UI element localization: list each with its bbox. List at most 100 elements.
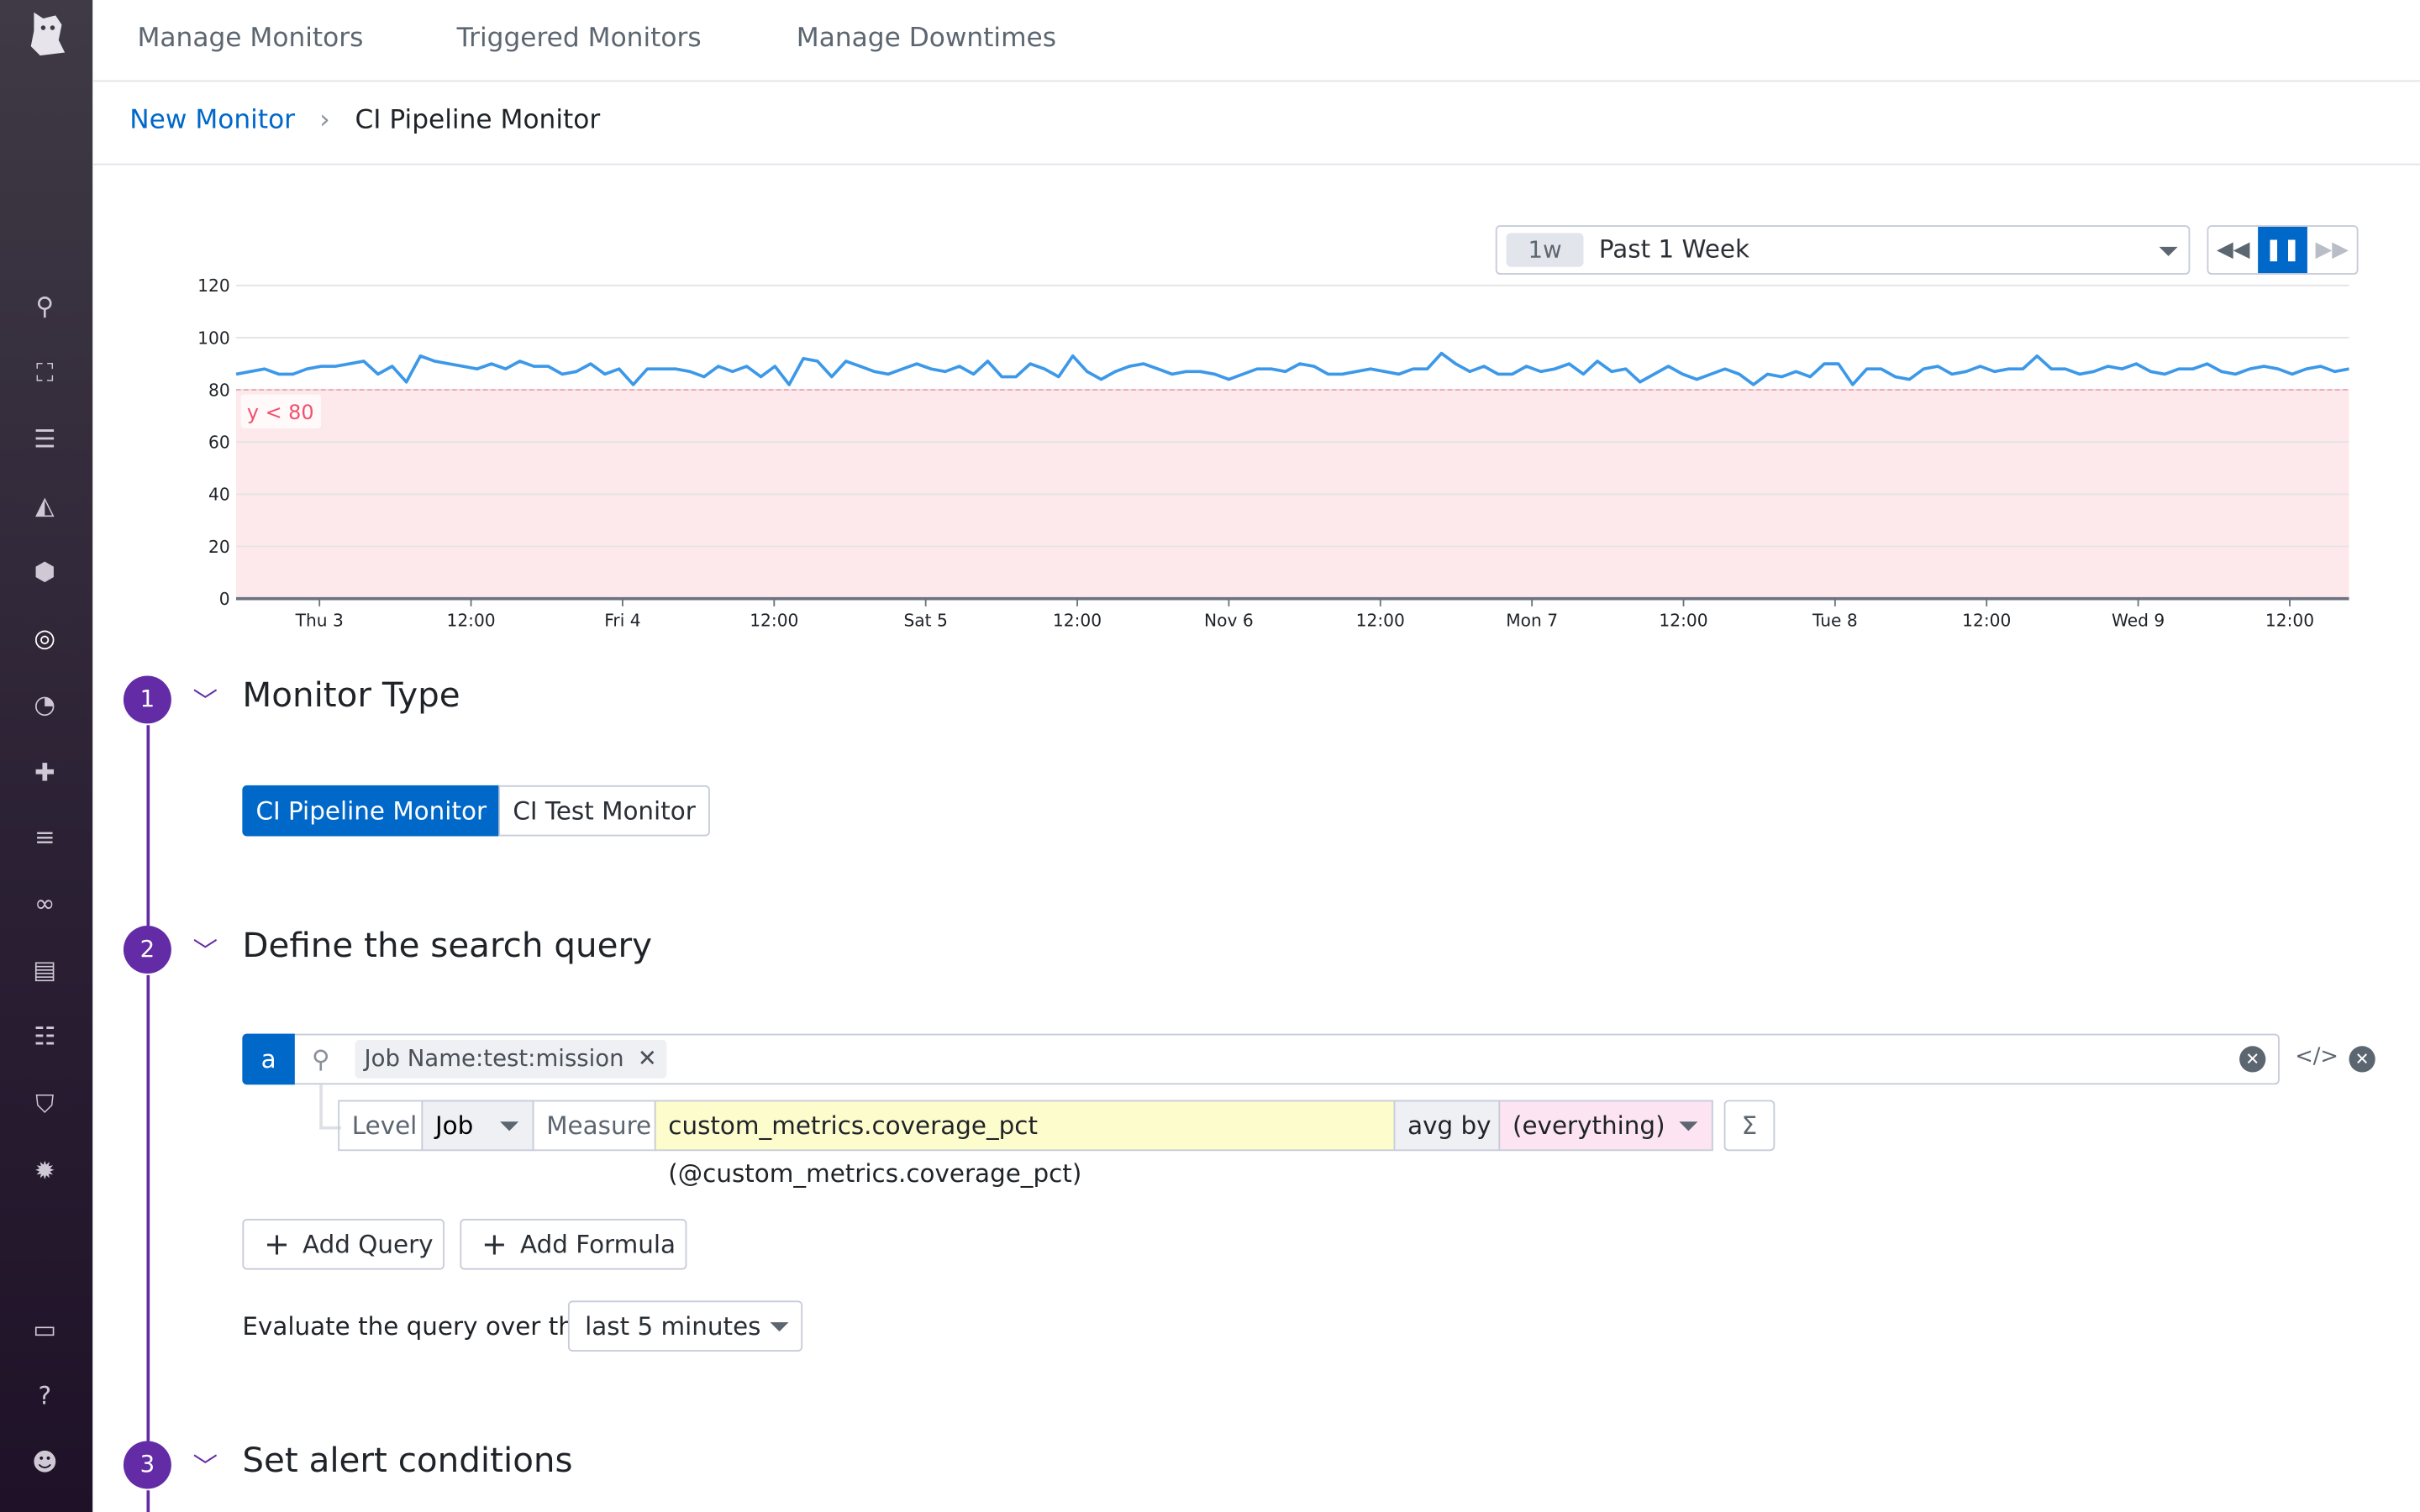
y-tick-label: 80 — [208, 380, 230, 400]
chevron-down-icon — [500, 1121, 519, 1131]
help-icon[interactable]: ? — [38, 1380, 52, 1410]
functions-button[interactable]: Σ — [1723, 1100, 1776, 1152]
monitor-type-ci-pipeline[interactable]: CI Pipeline Monitor — [242, 785, 501, 837]
measure-label: Measure — [532, 1100, 656, 1152]
nav-manage-monitors[interactable]: Manage Monitors — [137, 23, 364, 55]
breadcrumb-separator-icon: › — [319, 104, 330, 136]
section-title-alert-conditions: Set alert conditions — [242, 1442, 573, 1482]
step-line — [146, 725, 150, 927]
step-3-badge: 3 — [123, 1441, 171, 1489]
step-line — [146, 974, 150, 1441]
section-title-search-query: Define the search query — [242, 927, 652, 966]
filter-icon[interactable]: ≡ — [34, 822, 55, 852]
remove-query-icon[interactable]: ✕ — [2349, 1046, 2375, 1073]
measure-select[interactable]: custom_metrics.coverage_pct (@custom_met… — [654, 1100, 1396, 1188]
level-select[interactable]: Job — [421, 1100, 534, 1152]
add-formula-button[interactable]: + Add Formula — [460, 1219, 687, 1270]
gauge-icon[interactable]: ◔ — [34, 690, 56, 719]
chevron-down-icon — [2159, 246, 2178, 256]
hexagons-icon[interactable]: ⬢ — [34, 557, 56, 586]
search-icon: ⚲ — [312, 1044, 330, 1074]
pause-button[interactable]: ❚❚ — [2258, 227, 2307, 274]
level-value: Job — [434, 1110, 474, 1141]
add-query-button[interactable]: + Add Query — [242, 1219, 445, 1270]
y-tick-label: 20 — [208, 537, 230, 557]
y-tick-label: 0 — [219, 589, 230, 609]
chevron-down-icon — [770, 1322, 789, 1332]
evaluate-label: Evaluate the query over the — [242, 1311, 589, 1341]
nav-manage-downtimes[interactable]: Manage Downtimes — [796, 23, 1057, 55]
avatar-icon[interactable]: ☻ — [31, 1446, 58, 1477]
threshold-label: y < 80 — [247, 401, 314, 424]
area-chart-icon[interactable]: ◭ — [34, 491, 55, 520]
query-filter-tag-text: Job Name:test:mission — [364, 1044, 624, 1073]
query-letter[interactable]: a — [242, 1033, 295, 1085]
step-line — [146, 1490, 150, 1512]
threshold-label-bg — [240, 394, 322, 429]
step-2-badge: 2 — [123, 926, 171, 974]
x-tick-label: 12:00 — [750, 611, 798, 631]
clear-icon[interactable]: ✕ — [2239, 1046, 2266, 1073]
query-filter-tag[interactable]: Job Name:test:mission ✕ — [355, 1039, 666, 1079]
x-tick-label: Wed 9 — [2112, 611, 2165, 631]
binoculars-icon[interactable]: ⛶ — [35, 358, 54, 388]
puzzle-icon[interactable]: ✚ — [34, 757, 55, 787]
list-icon[interactable]: ☰ — [34, 424, 56, 454]
y-tick-label: 100 — [197, 328, 230, 348]
search-icon[interactable]: ⚲ — [35, 291, 55, 322]
monitor-icon[interactable]: ◎ — [34, 623, 56, 653]
x-tick-label: Nov 6 — [1204, 611, 1254, 631]
chevron-down-icon[interactable]: ﹀ — [192, 1452, 218, 1482]
link-icon[interactable]: ∞ — [34, 888, 55, 918]
add-formula-label: Add Formula — [519, 1229, 676, 1259]
shield-icon[interactable]: ⛉ — [35, 1089, 55, 1119]
timeframe-label: Past 1 Week — [1598, 234, 1749, 265]
top-nav: Manage Monitors Triggered Monitors Manag… — [92, 0, 2420, 82]
y-tick-label: 60 — [208, 433, 230, 453]
aggregation-label[interactable]: avg by — [1393, 1100, 1501, 1152]
breadcrumb: New Monitor › CI Pipeline Monitor — [92, 81, 2420, 165]
series-line — [235, 351, 2349, 386]
chat-icon[interactable]: ▭ — [33, 1314, 57, 1344]
search-list-icon[interactable]: ☷ — [34, 1021, 56, 1051]
timeseries-chart: 0 20 40 60 80 100 120 y < 80 Thu 3 12:00 Fri 4 12:0… — [197, 276, 2349, 631]
x-tick-label: 12:00 — [1659, 611, 1707, 631]
datadog-logo-icon[interactable] — [18, 6, 74, 61]
x-tick-label: Sat 5 — [903, 611, 947, 631]
plus-icon: + — [264, 1225, 290, 1263]
settings-icon[interactable]: ✹ — [34, 1155, 55, 1185]
x-tick-label: Mon 7 — [1506, 611, 1558, 631]
add-query-label: Add Query — [302, 1229, 434, 1259]
nav-triggered-monitors[interactable]: Triggered Monitors — [456, 23, 702, 55]
x-tick-label: Tue 8 — [1812, 611, 1858, 631]
close-icon[interactable]: ✕ — [637, 1044, 657, 1073]
x-tick-label: 12:00 — [1053, 611, 1102, 631]
forward-button[interactable]: ▶▶ — [2315, 237, 2349, 263]
chevron-down-icon[interactable]: ﹀ — [192, 936, 218, 966]
query-search-input[interactable]: a ⚲ Job Name:test:mission ✕ ✕ — [242, 1033, 2280, 1085]
x-tick-label: 12:00 — [446, 611, 495, 631]
group-by-select[interactable]: (everything) — [1498, 1100, 1713, 1152]
evaluation-window-select[interactable]: last 5 minutes — [567, 1300, 803, 1352]
breadcrumb-new-monitor[interactable]: New Monitor — [129, 104, 296, 136]
x-tick-label: 12:00 — [1356, 611, 1405, 631]
timeframe-select[interactable]: 1w Past 1 Week — [1495, 225, 2191, 275]
chevron-down-icon — [1679, 1121, 1698, 1131]
timeframe-badge: 1w — [1506, 233, 1584, 267]
rewind-button[interactable]: ◀◀ — [2216, 237, 2250, 263]
monitor-type-ci-test[interactable]: CI Test Monitor — [498, 785, 710, 837]
x-tick-label: Thu 3 — [295, 611, 344, 631]
plus-icon: + — [481, 1225, 508, 1263]
sidebar: ⚲ ⛶ ☰ ◭ ⬢ ◎ ◔ ✚ ≡ ∞ ▤ ☷ ⛉ ✹ ▭? ☻ — [0, 0, 93, 1512]
code-icon[interactable]: </> — [2295, 1044, 2338, 1069]
breadcrumb-current: CI Pipeline Monitor — [355, 104, 601, 136]
x-tick-label: 12:00 — [1962, 611, 2011, 631]
chevron-down-icon[interactable]: ﹀ — [192, 686, 218, 717]
level-label: Level — [338, 1100, 424, 1152]
playback-controls: ◀◀ ❚❚ ▶▶ — [2207, 225, 2359, 275]
step-1-badge: 1 — [123, 675, 171, 724]
query-connector — [319, 1084, 341, 1130]
group-by-value: (everything) — [1512, 1110, 1665, 1141]
section-title-monitor-type: Monitor Type — [242, 677, 460, 717]
notebook-icon[interactable]: ▤ — [33, 954, 57, 984]
